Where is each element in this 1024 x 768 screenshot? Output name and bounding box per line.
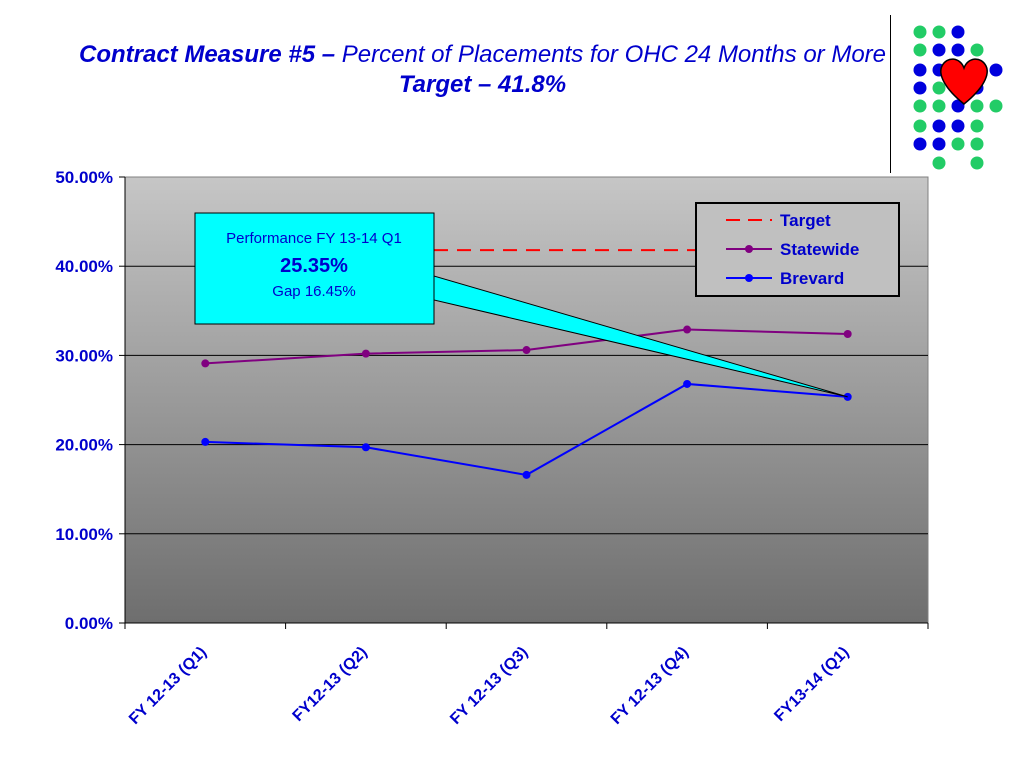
header-divider <box>890 15 891 173</box>
logo-dot <box>913 43 927 57</box>
logo-dot <box>970 156 984 170</box>
logo-dot <box>932 156 946 170</box>
heart-dots-logo <box>913 25 1003 170</box>
data-point-statewide <box>201 359 210 368</box>
logo-dot <box>989 63 1003 77</box>
logo-dot <box>913 119 927 133</box>
legend-marker-brevard <box>745 274 753 282</box>
logo-dot <box>932 99 946 113</box>
logo-dot <box>970 99 984 113</box>
y-tick-label: 20.00% <box>55 436 113 455</box>
logo-dot <box>913 81 927 95</box>
logo-dot <box>913 137 927 151</box>
data-point-brevard <box>522 470 531 479</box>
title-measure: Contract Measure #5 – <box>79 41 336 68</box>
x-tick-label: FY 12-13 (Q1) <box>126 644 210 728</box>
legend: Target Statewide Brevard <box>695 202 900 297</box>
y-tick-label: 0.00% <box>65 614 113 633</box>
x-axis-ticks: FY 12-13 (Q1) FY12-13 (Q2) FY 12-13 (Q3) FY… <box>124 623 929 728</box>
data-point-brevard <box>201 437 210 446</box>
x-tick-label: FY 12-13 (Q4) <box>608 644 692 728</box>
x-tick-label: FY 12-13 (Q3) <box>447 644 531 728</box>
callout-label: Performance FY 13-14 Q1 <box>226 230 402 247</box>
performance-callout: Performance FY 13-14 Q1 25.35% Gap 16.45… <box>194 212 848 398</box>
logo-dot <box>932 81 946 95</box>
data-point-brevard <box>683 379 692 388</box>
data-point-brevard <box>361 443 370 452</box>
data-point-statewide <box>522 346 531 355</box>
logo-dot <box>951 99 965 113</box>
chart-title: Contract Measure #5 – Percent of Placeme… <box>60 40 905 100</box>
data-point-statewide <box>361 349 370 358</box>
y-tick-label: 10.00% <box>55 525 113 544</box>
axes <box>124 177 928 624</box>
y-axis-ticks: 0.00% 10.00% 20.00% 30.00% 40.00% 50.00% <box>55 168 125 633</box>
series-layer <box>201 249 852 479</box>
logo-dot <box>951 25 965 39</box>
callout-gap: Gap 16.45% <box>272 283 355 300</box>
callout-box <box>194 212 435 325</box>
logo-dot <box>913 25 927 39</box>
y-tick-label: 40.00% <box>55 257 113 276</box>
x-tick-label: FY13-14 (Q1) <box>771 644 852 725</box>
legend-marker-statewide <box>745 245 753 253</box>
logo-dot <box>932 43 946 57</box>
logo-dot <box>913 63 927 77</box>
title-target: Target – 41.8% <box>398 71 567 98</box>
y-tick-label: 30.00% <box>55 346 113 365</box>
logo-dot <box>970 119 984 133</box>
legend-label-brevard: Brevard <box>780 269 844 288</box>
logo-dot <box>989 99 1003 113</box>
logo-dot <box>970 137 984 151</box>
data-point-statewide <box>843 329 852 338</box>
logo-dot <box>951 43 965 57</box>
logo-dot <box>951 119 965 133</box>
logo-dot <box>951 137 965 151</box>
callout-value: 25.35% <box>280 255 348 277</box>
heart-icon <box>940 58 988 105</box>
logo-dot <box>932 137 946 151</box>
logo-dot <box>913 99 927 113</box>
logo-dot <box>932 119 946 133</box>
legend-label-target: Target <box>780 211 831 230</box>
title-description: Percent of Placements for OHC 24 Months … <box>341 41 886 68</box>
logo-dot <box>970 43 984 57</box>
legend-label-statewide: Statewide <box>780 240 859 259</box>
x-tick-label: FY12-13 (Q2) <box>290 644 371 725</box>
logo-dot <box>932 25 946 39</box>
data-point-statewide <box>683 325 692 334</box>
y-tick-label: 50.00% <box>55 168 113 187</box>
